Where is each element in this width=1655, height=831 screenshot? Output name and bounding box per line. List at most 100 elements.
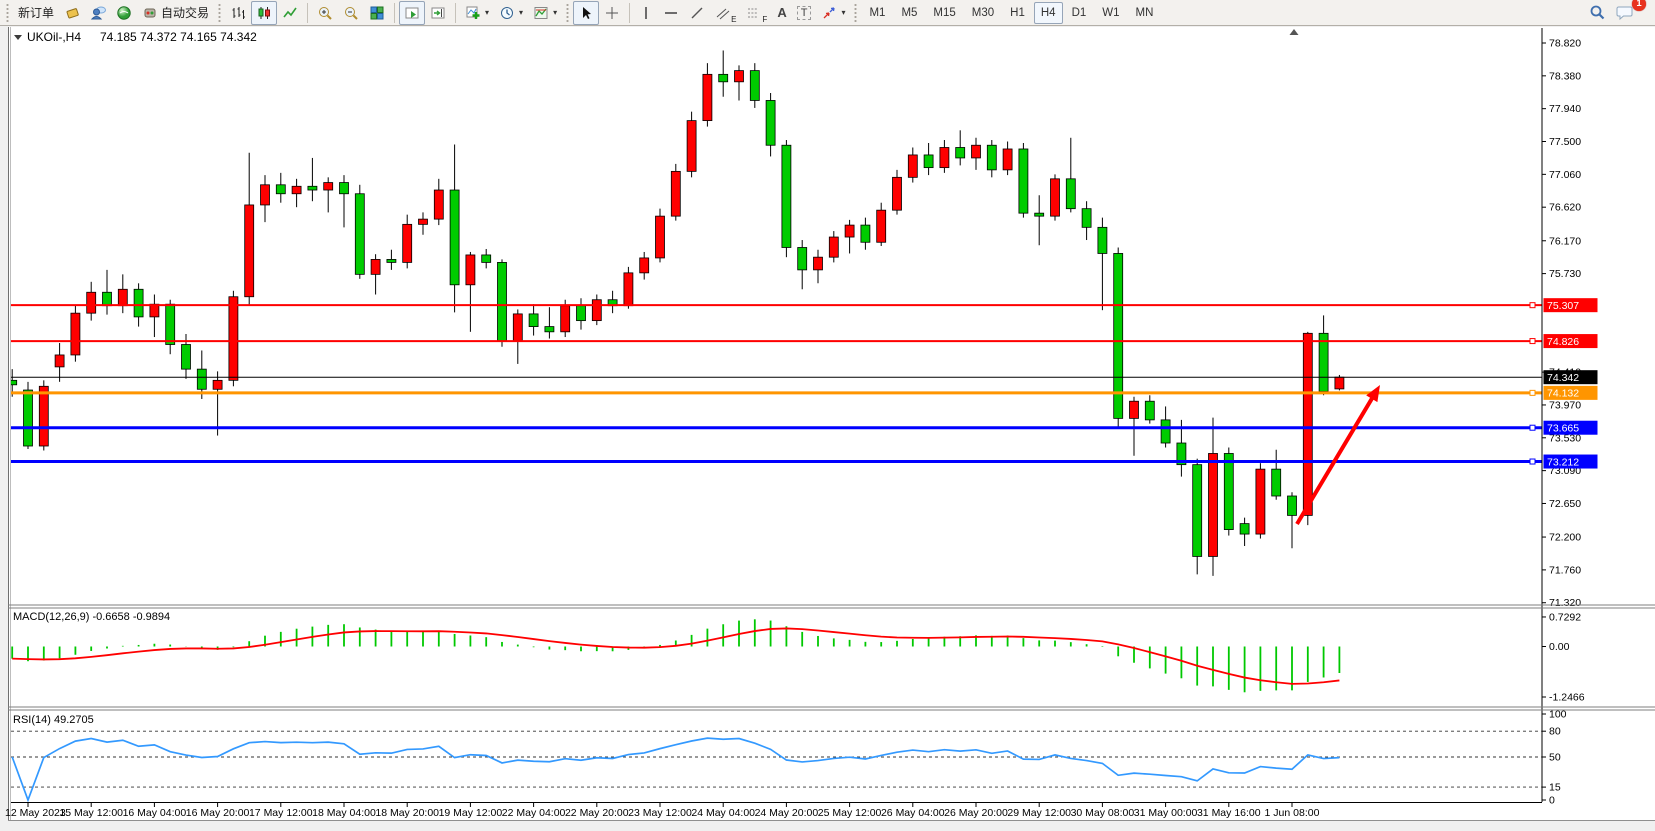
channel-icon bbox=[716, 8, 730, 19]
time-axis-label: 23 May 12:00 bbox=[628, 807, 692, 819]
crosshair-tool-button[interactable] bbox=[599, 1, 625, 25]
toolbar-grip[interactable] bbox=[217, 3, 223, 22]
price-line-handle[interactable] bbox=[1529, 458, 1536, 465]
time-axis-label: 31 May 16:00 bbox=[1197, 807, 1261, 819]
tile-windows-button[interactable] bbox=[364, 1, 390, 25]
candle-body bbox=[1097, 226, 1108, 254]
chart-ohlc-values: 74.185 74.372 74.165 74.342 bbox=[100, 30, 257, 44]
symbol-dropdown-triangle[interactable] bbox=[14, 35, 22, 40]
equidistant-channel-tool[interactable]: E bbox=[710, 1, 741, 25]
candle-body bbox=[939, 147, 950, 169]
candle-body bbox=[465, 254, 476, 286]
timeframe-M5[interactable]: M5 bbox=[901, 6, 918, 19]
toolbar-grip[interactable] bbox=[853, 3, 859, 22]
navigator-button[interactable] bbox=[85, 1, 111, 25]
green-orb-icon bbox=[117, 5, 131, 20]
price-badge-bg bbox=[1543, 385, 1598, 400]
notifications-button[interactable]: 1 bbox=[1611, 0, 1646, 25]
timeframe-group: M1 M5 M15 M30 H1 H4 D1 W1 MN bbox=[861, 1, 1161, 24]
arrows-tool[interactable]: ▾ bbox=[816, 1, 850, 25]
candle-body bbox=[133, 288, 144, 318]
periods-button[interactable]: ▾ bbox=[494, 1, 528, 25]
candle bbox=[497, 259, 507, 347]
price-line-handle[interactable] bbox=[1529, 424, 1536, 431]
candle bbox=[244, 152, 255, 306]
terminal-button[interactable] bbox=[111, 1, 137, 25]
time-axis-label: 19 May 12:00 bbox=[439, 807, 503, 819]
candle bbox=[1097, 217, 1108, 311]
rsi-axis-label: 50 bbox=[1549, 752, 1561, 764]
candle-body bbox=[1081, 208, 1092, 228]
candle bbox=[528, 304, 539, 336]
candle bbox=[892, 169, 902, 215]
timeframe-H4[interactable]: H4 bbox=[1033, 1, 1063, 24]
candlestick-mode-button[interactable] bbox=[251, 0, 278, 25]
candle-body bbox=[986, 144, 997, 171]
timeframe-H1[interactable]: H1 bbox=[1010, 6, 1025, 19]
cursor-tool-button[interactable] bbox=[573, 0, 600, 25]
timeframe-MN[interactable]: MN bbox=[1135, 6, 1154, 19]
trend-arrow-annotation[interactable] bbox=[1295, 385, 1380, 526]
market-watch-button[interactable] bbox=[59, 1, 85, 25]
price-line-handle[interactable] bbox=[1529, 338, 1536, 345]
toolbar-grip[interactable] bbox=[565, 3, 571, 22]
line-chart-mode-button[interactable] bbox=[277, 1, 303, 25]
candle bbox=[623, 266, 634, 309]
zoom-out-button[interactable] bbox=[338, 1, 364, 25]
rsi-axis-label: 15 bbox=[1549, 782, 1561, 794]
indicators-button[interactable]: ▾ bbox=[460, 1, 494, 25]
price-line-handle[interactable] bbox=[1529, 302, 1536, 309]
rsi-axis-label: 0 bbox=[1549, 795, 1555, 807]
text-label-tool[interactable]: T bbox=[792, 1, 817, 25]
candle bbox=[655, 208, 665, 263]
chart-background[interactable] bbox=[8, 27, 1655, 820]
chart-shift-marker[interactable] bbox=[1289, 29, 1299, 35]
arrow-shaft bbox=[1295, 394, 1376, 526]
candle-body bbox=[1002, 148, 1013, 171]
timeframe-M1[interactable]: M1 bbox=[869, 6, 886, 19]
candle-body bbox=[639, 257, 650, 274]
candle-body bbox=[275, 184, 286, 195]
templates-button[interactable]: ▾ bbox=[528, 1, 562, 25]
search-icon bbox=[1590, 5, 1605, 20]
price-axis-label: 71.320 bbox=[1549, 597, 1581, 609]
candle bbox=[923, 143, 934, 176]
price-axis-label: 77.500 bbox=[1549, 136, 1581, 148]
auto-trading-button[interactable]: 自动交易 bbox=[137, 1, 214, 25]
timeframe-D1[interactable]: D1 bbox=[1071, 6, 1087, 19]
candle-body bbox=[749, 70, 760, 101]
line-chart-icon bbox=[283, 7, 297, 17]
horizontal-line-tool[interactable] bbox=[658, 1, 684, 25]
chart-shift-button[interactable] bbox=[425, 1, 451, 25]
toolbar-grip[interactable] bbox=[5, 3, 10, 22]
candle bbox=[781, 140, 792, 258]
candle bbox=[702, 63, 713, 127]
macd-layer bbox=[11, 619, 1341, 693]
timeframe-W1[interactable]: W1 bbox=[1102, 6, 1120, 19]
auto-scroll-button[interactable] bbox=[399, 0, 426, 25]
bar-chart-mode-button[interactable] bbox=[225, 1, 251, 25]
vertical-line-tool[interactable] bbox=[634, 1, 658, 25]
candle bbox=[228, 290, 239, 387]
candle-body bbox=[1239, 523, 1250, 535]
dropdown-caret: ▾ bbox=[485, 8, 490, 17]
candle bbox=[307, 157, 318, 202]
candle bbox=[639, 251, 650, 280]
timeframe-M30[interactable]: M30 bbox=[971, 6, 995, 19]
candle bbox=[860, 217, 871, 250]
macd-signal-line bbox=[12, 627, 1340, 685]
text-tool[interactable]: A bbox=[772, 1, 791, 25]
fibonacci-tool[interactable]: F bbox=[741, 1, 772, 25]
timeframe-M15[interactable]: M15 bbox=[933, 6, 956, 19]
new-order-button[interactable]: 新订单 bbox=[13, 1, 59, 25]
candle-body bbox=[892, 176, 902, 211]
zoom-in-button[interactable] bbox=[312, 1, 338, 25]
candle-body bbox=[11, 379, 18, 386]
trendline-tool[interactable] bbox=[684, 1, 710, 25]
search-button[interactable] bbox=[1584, 1, 1611, 25]
price-line-handle[interactable] bbox=[1529, 389, 1536, 396]
candle-body bbox=[70, 312, 81, 356]
candle bbox=[876, 202, 887, 246]
macd-axis-label: -1.2466 bbox=[1549, 691, 1585, 703]
